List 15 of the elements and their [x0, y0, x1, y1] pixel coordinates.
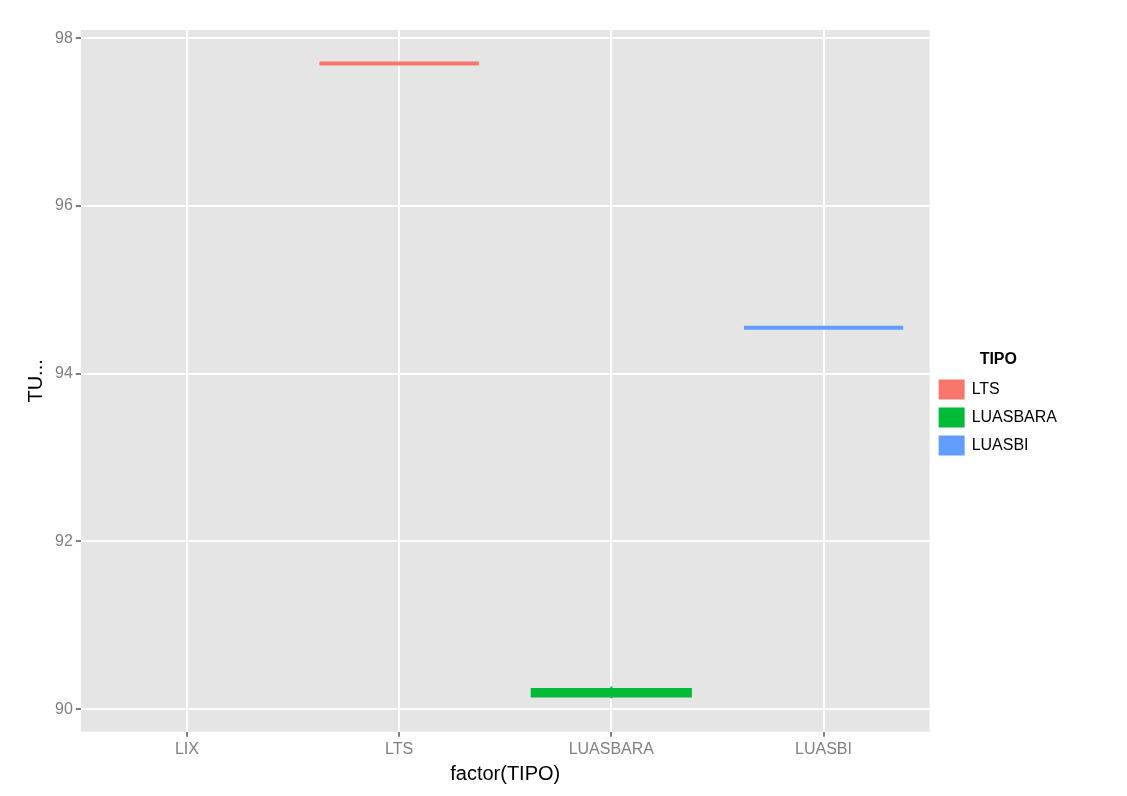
- x-tick-label: LUASBI: [795, 739, 852, 757]
- y-tick-label: 98: [55, 28, 73, 46]
- legend-label: LUASBI: [971, 436, 1029, 454]
- x-tick-label: LIX: [174, 739, 200, 757]
- y-tick-label: 90: [55, 699, 73, 717]
- y-tick-label: 96: [55, 196, 73, 214]
- y-tick-label: 94: [55, 364, 73, 382]
- x-tick-label: LTS: [385, 739, 414, 757]
- legend-title: TIPO: [979, 349, 1017, 367]
- legend-label: LTS: [971, 380, 1000, 398]
- legend-label: LUASBARA: [971, 408, 1058, 426]
- x-tick-label: LUASBARA: [568, 739, 655, 757]
- x-axis-title: factor(TIPO): [450, 761, 561, 784]
- y-tick-label: 92: [55, 531, 73, 549]
- y-axis-title: TU...: [23, 359, 46, 403]
